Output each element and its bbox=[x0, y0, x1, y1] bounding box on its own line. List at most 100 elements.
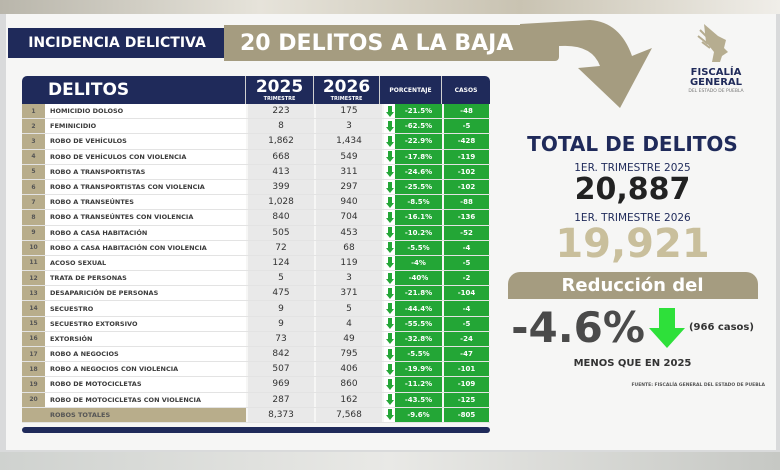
crime-name: SECUESTRO bbox=[45, 301, 246, 316]
table-row: 16 EXTORSIÓN 73 49 -32.8% -24 bbox=[22, 331, 490, 347]
value-2025: 8 bbox=[248, 119, 314, 134]
cases-change: -88 bbox=[444, 195, 489, 210]
row-number: 16 bbox=[22, 331, 45, 346]
row-number: 6 bbox=[22, 179, 45, 195]
value-2026: 119 bbox=[316, 255, 382, 271]
row-number: 10 bbox=[22, 240, 45, 255]
green-down-arrow-icon bbox=[648, 307, 685, 348]
down-arrow-icon bbox=[384, 225, 395, 240]
cases-change: -119 bbox=[444, 149, 489, 164]
cases-change: -101 bbox=[444, 362, 489, 377]
value-2025: 9 bbox=[248, 316, 314, 331]
percent-change: -40% bbox=[395, 271, 442, 286]
value-2026: 297 bbox=[316, 179, 382, 195]
logo-text: GENERAL bbox=[689, 77, 743, 88]
value-2025: 5 bbox=[248, 271, 314, 286]
source-note: FUENTE: FISCALÍA GENERAL DEL ESTADO DE P… bbox=[631, 383, 765, 388]
value-2026: 162 bbox=[316, 392, 382, 407]
cases-change: -428 bbox=[444, 134, 489, 149]
summary-panel: TOTAL DE DELITOS 1ER. TRIMESTRE 2025 20,… bbox=[500, 130, 765, 388]
value-2025: 72 bbox=[248, 240, 314, 255]
percent-change: -43.5% bbox=[395, 392, 442, 407]
percent-change: -19.9% bbox=[395, 362, 442, 377]
table-row: 7 ROBO A TRANSEÚNTES 1,028 940 -8.5% -88 bbox=[22, 195, 490, 211]
value-2025: 969 bbox=[248, 377, 314, 392]
value-2026: 3 bbox=[316, 271, 382, 286]
row-number: 19 bbox=[22, 377, 45, 392]
cases-change: -136 bbox=[444, 210, 489, 225]
page-title: 20 DELITOS A LA BAJA bbox=[224, 25, 559, 61]
row-number: 20 bbox=[22, 392, 45, 407]
down-arrow-icon bbox=[384, 119, 395, 134]
crime-name: ROBO A TRANSPORTISTAS bbox=[45, 164, 246, 179]
cases-change: -102 bbox=[444, 179, 489, 195]
value-2026: 406 bbox=[316, 362, 382, 377]
value-2026: 453 bbox=[316, 225, 382, 240]
value-2025: 287 bbox=[248, 392, 314, 407]
crime-name: ROBO A NEGOCIOS bbox=[45, 347, 246, 362]
crime-name: FEMINICIDIO bbox=[45, 119, 246, 134]
table-row: 5 ROBO A TRANSPORTISTAS 413 311 -24.6% -… bbox=[22, 164, 490, 180]
cases-change: -5 bbox=[444, 255, 489, 271]
value-2026: 68 bbox=[316, 240, 382, 255]
percent-change: -24.6% bbox=[395, 164, 442, 179]
row-number: 1 bbox=[22, 104, 45, 119]
row-number: 18 bbox=[22, 362, 45, 377]
down-arrow-icon bbox=[384, 362, 395, 377]
value-2025: 223 bbox=[248, 104, 314, 119]
row-number: 4 bbox=[22, 149, 45, 164]
table-row: 13 DESAPARICIÓN DE PERSONAS 475 371 -21.… bbox=[22, 286, 490, 302]
crime-name: ROBO A NEGOCIOS CON VIOLENCIA bbox=[45, 362, 246, 377]
value-2026: 704 bbox=[316, 210, 382, 225]
header-2026: 2026 bbox=[322, 76, 371, 97]
cases-change: -24 bbox=[444, 331, 489, 346]
table-row: 19 ROBO DE MOTOCICLETAS 969 860 -11.2% -… bbox=[22, 377, 490, 393]
value-2026: 4 bbox=[316, 316, 382, 331]
percent-change: -11.2% bbox=[395, 377, 442, 392]
down-arrow-icon bbox=[384, 407, 395, 422]
crime-name: ACOSO SEXUAL bbox=[45, 255, 246, 271]
percent-change: -16.1% bbox=[395, 210, 442, 225]
eagle-head-icon bbox=[697, 24, 728, 62]
percent-change: -32.8% bbox=[395, 331, 442, 346]
cases-change: -109 bbox=[444, 377, 489, 392]
table-row: 10 ROBO A CASA HABITACIÓN CON VIOLENCIA … bbox=[22, 240, 490, 256]
value-2026: 3 bbox=[316, 119, 382, 134]
logo-subtext: DEL ESTADO DE PUEBLA bbox=[688, 89, 744, 94]
table-row: 9 ROBO A CASA HABITACIÓN 505 453 -10.2% … bbox=[22, 225, 490, 241]
table-row: 4 ROBO DE VEHÍCULOS CON VIOLENCIA 668 54… bbox=[22, 149, 490, 165]
down-arrow-icon bbox=[384, 316, 395, 331]
row-number: 17 bbox=[22, 347, 45, 362]
header-2025: 2025 bbox=[255, 76, 304, 97]
background-strip bbox=[0, 0, 780, 14]
value-2025: 9 bbox=[248, 301, 314, 316]
down-arrow-icon bbox=[384, 240, 395, 255]
row-number: 2 bbox=[22, 119, 45, 134]
percent-change: -25.5% bbox=[395, 179, 442, 195]
value-2026: 371 bbox=[316, 286, 382, 301]
crime-name: ROBO A TRANSEÚNTES CON VIOLENCIA bbox=[45, 210, 246, 225]
down-arrow-icon bbox=[384, 271, 395, 286]
cases-change: -4 bbox=[444, 240, 489, 255]
down-arrow-icon bbox=[384, 377, 395, 392]
down-arrow-icon bbox=[384, 301, 395, 316]
value-2026: 49 bbox=[316, 331, 382, 346]
table-row: 11 ACOSO SEXUAL 124 119 -4% -5 bbox=[22, 255, 490, 272]
down-arrow-icon bbox=[384, 392, 395, 407]
crime-name: SECUESTRO EXTORSIVO bbox=[45, 316, 246, 331]
value-2025: 475 bbox=[248, 286, 314, 301]
row-number: 14 bbox=[22, 301, 45, 316]
percent-change: -55.5% bbox=[395, 316, 442, 331]
row-number: 7 bbox=[22, 195, 45, 210]
row-number: 3 bbox=[22, 134, 45, 149]
crime-name: ROBO A TRANSEÚNTES bbox=[45, 195, 246, 210]
value-2025: 8,373 bbox=[248, 407, 314, 422]
row-number: 12 bbox=[22, 271, 45, 286]
percent-change: -5.5% bbox=[395, 347, 442, 362]
summary-title: TOTAL DE DELITOS bbox=[527, 132, 738, 156]
percent-change: -21.8% bbox=[395, 286, 442, 301]
label-2025: 1ER. TRIMESTRE 2025 bbox=[574, 162, 691, 174]
value-2025: 399 bbox=[248, 179, 314, 195]
row-number: 8 bbox=[22, 210, 45, 225]
header-delitos: DELITOS bbox=[48, 79, 130, 100]
